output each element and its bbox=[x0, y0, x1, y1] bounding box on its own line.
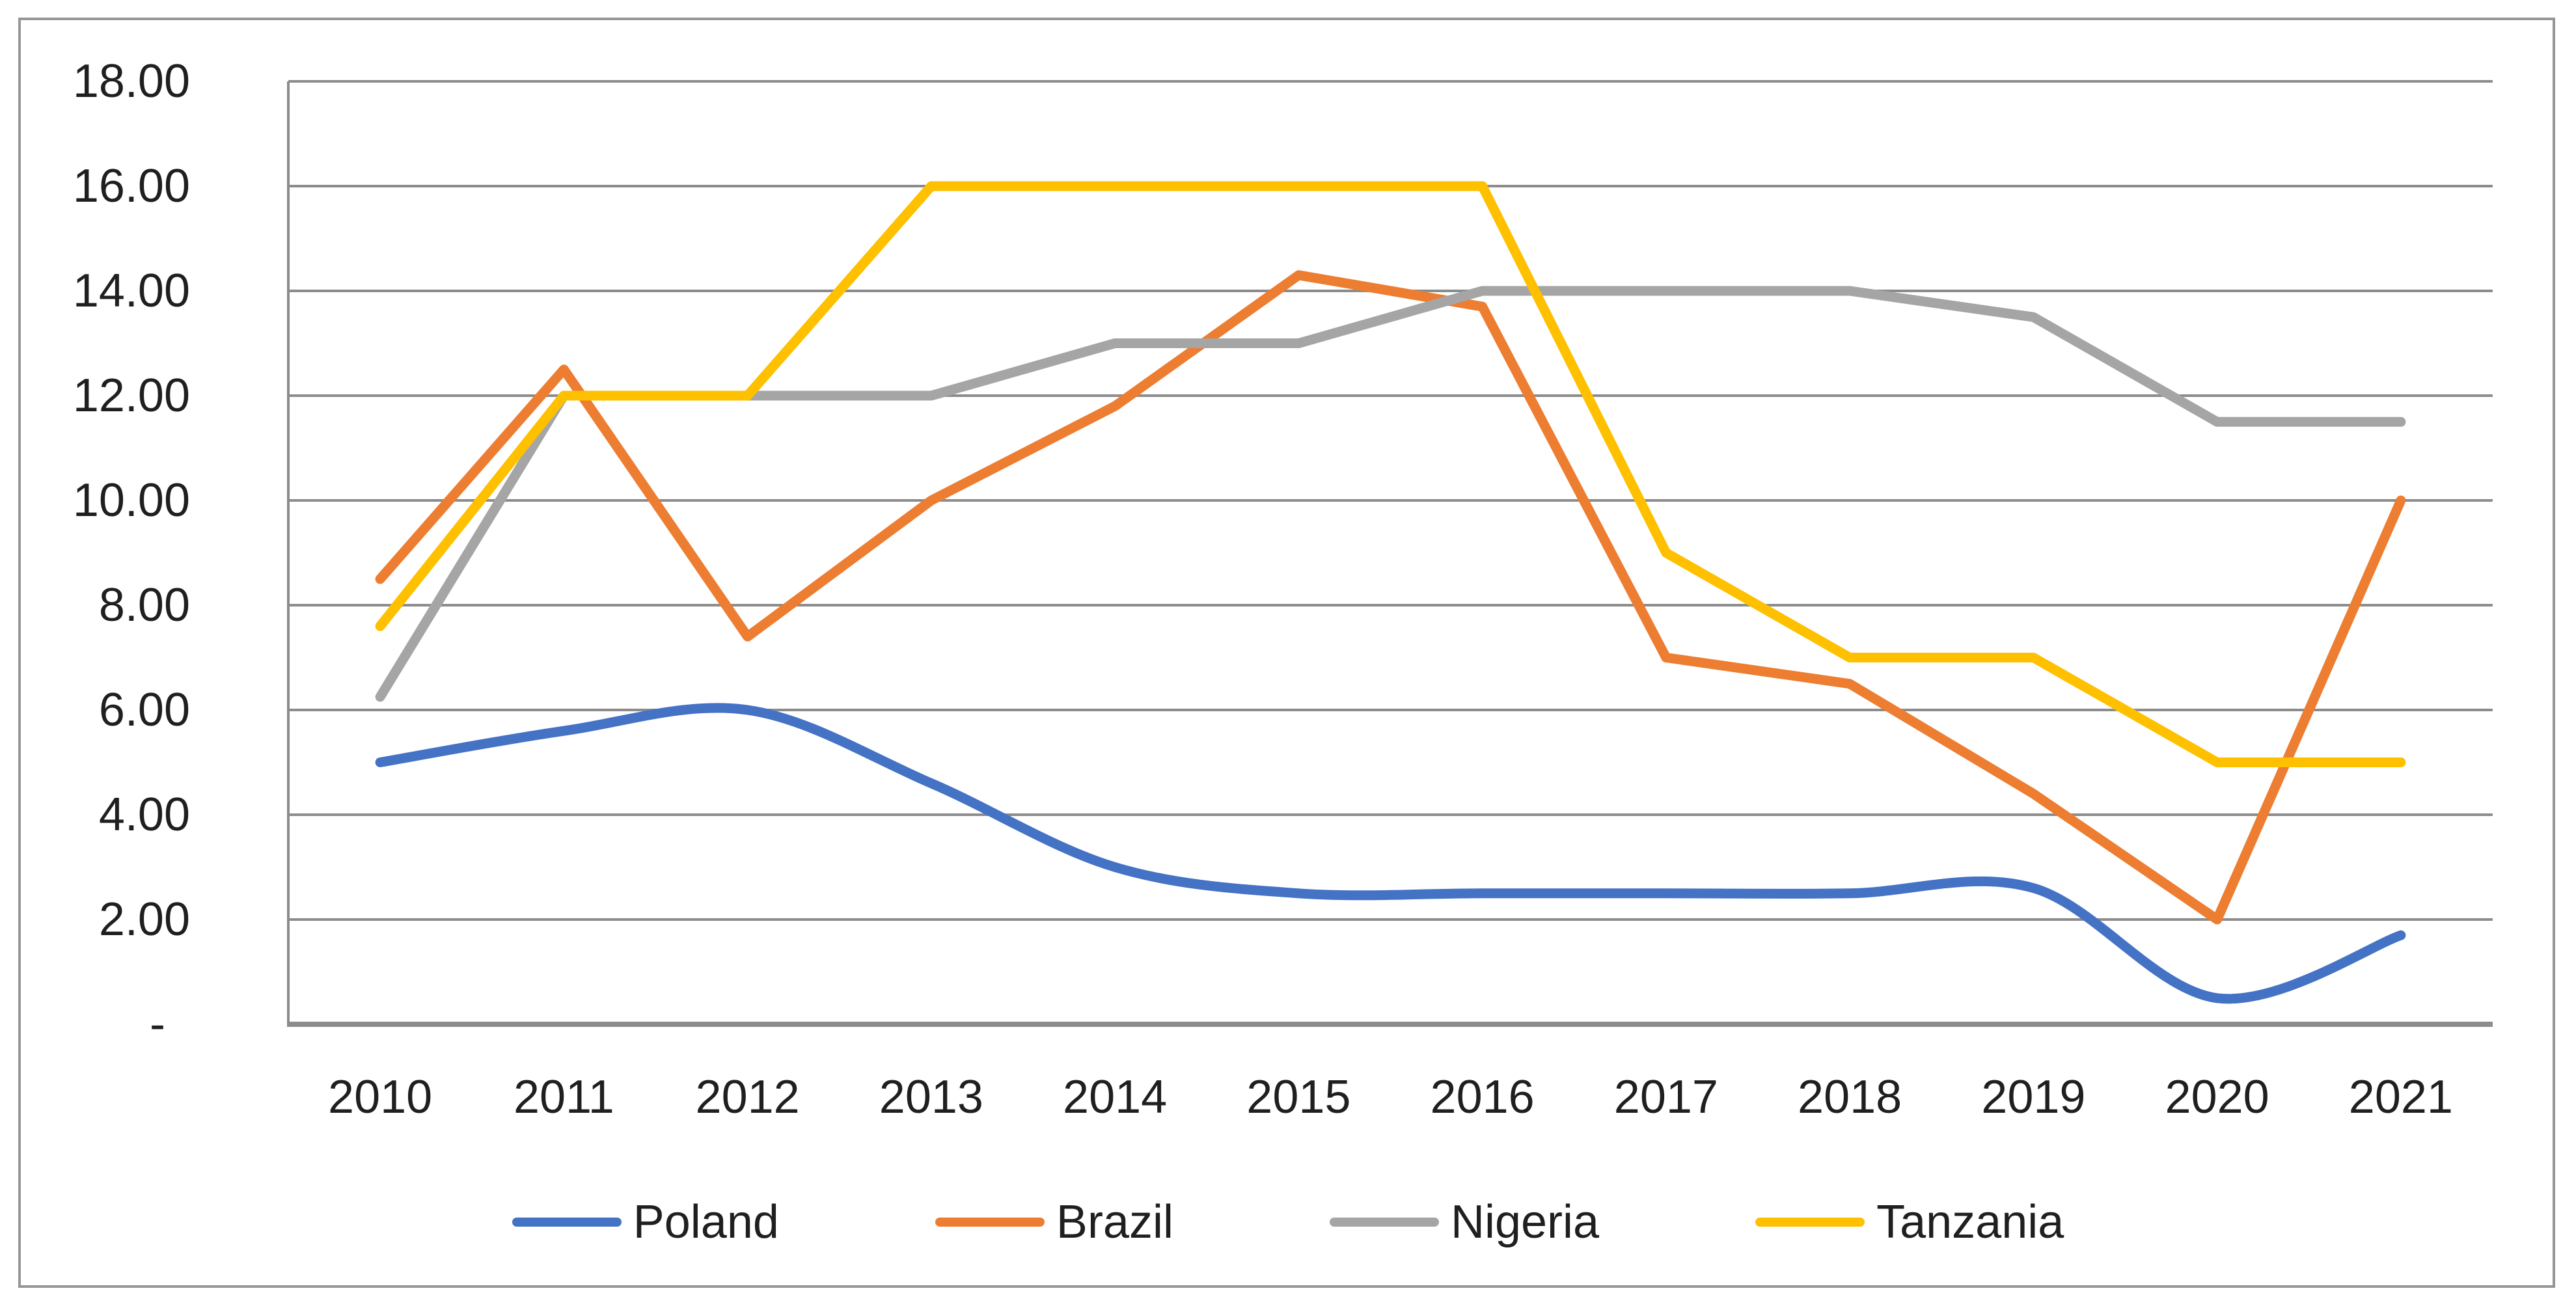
y-axis-label: 12.00 bbox=[72, 370, 190, 422]
legend-label: Poland bbox=[633, 1196, 779, 1248]
series-line-brazil bbox=[375, 270, 2406, 925]
y-axis-label: 4.00 bbox=[98, 789, 190, 841]
y-axis-label: - bbox=[150, 998, 165, 1050]
x-axis-label: 2017 bbox=[1613, 1071, 1718, 1123]
x-axis-label: 2013 bbox=[879, 1071, 983, 1123]
x-axis-label: 2016 bbox=[1430, 1071, 1535, 1123]
x-axis-label: 2015 bbox=[1246, 1071, 1351, 1123]
legend-item-brazil: Brazil bbox=[935, 1199, 1173, 1246]
legend-item-nigeria: Nigeria bbox=[1329, 1196, 1600, 1248]
series-line-tanzania bbox=[375, 181, 2406, 767]
y-axis-label: 16.00 bbox=[72, 160, 190, 212]
series-line-nigeria bbox=[375, 286, 2406, 702]
legend-label: Brazil bbox=[1056, 1196, 1173, 1248]
x-axis-label: 2011 bbox=[513, 1071, 614, 1123]
legend: Poland Brazil Nigeria Tanzania bbox=[0, 1199, 2576, 1246]
y-axis-label: 2.00 bbox=[98, 893, 190, 946]
x-axis-label: 2019 bbox=[1981, 1071, 2086, 1123]
chart-border bbox=[18, 18, 2555, 1288]
legend-item-tanzania: Tanzania bbox=[1755, 1199, 2064, 1246]
legend-item-poland: Poland bbox=[512, 1199, 779, 1246]
legend-label: Nigeria bbox=[1450, 1196, 1600, 1248]
series-line-poland bbox=[375, 703, 2406, 1004]
y-axis-label: 14.00 bbox=[72, 265, 190, 317]
y-axis-label: 10.00 bbox=[72, 474, 190, 526]
y-axis-label: 8.00 bbox=[98, 579, 190, 631]
legend-swatch-icon bbox=[512, 1218, 622, 1227]
x-axis-label: 2014 bbox=[1063, 1071, 1168, 1123]
legend-swatch-icon bbox=[1329, 1218, 1439, 1227]
x-axis-label: 2012 bbox=[695, 1071, 800, 1123]
y-axis-label: 18.00 bbox=[72, 55, 190, 107]
y-axis-label: 6.00 bbox=[98, 684, 190, 736]
x-axis-label: 2010 bbox=[328, 1071, 433, 1123]
legend-label: Tanzania bbox=[1876, 1196, 2064, 1248]
legend-swatch-icon bbox=[1755, 1218, 1865, 1227]
x-axis-label: 2020 bbox=[2165, 1071, 2269, 1123]
legend-swatch-icon bbox=[935, 1218, 1045, 1227]
x-axis-label: 2021 bbox=[2348, 1071, 2453, 1123]
x-axis-label: 2018 bbox=[1798, 1071, 1902, 1123]
